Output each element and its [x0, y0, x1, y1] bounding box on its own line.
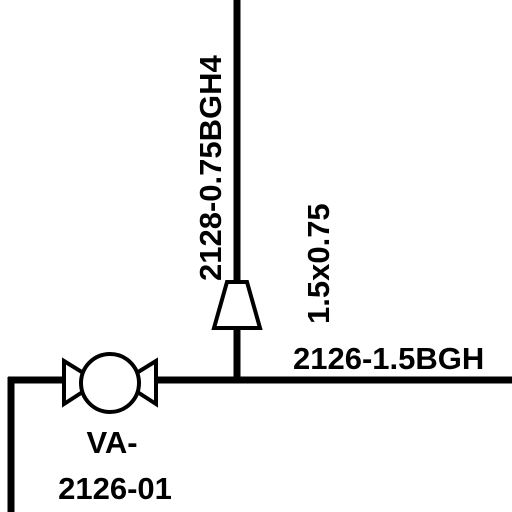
valve-icon — [62, 352, 158, 414]
reducer-size-label: 1.5x0.75 — [301, 203, 336, 324]
reducer-icon — [211, 280, 263, 330]
valve-tag-line2: 2126-01 — [58, 471, 172, 506]
vertical-line-label: 2128-0.75BGH4 — [193, 54, 228, 281]
valve-tag-line1: VA- — [86, 425, 137, 460]
horizontal-line-label: 2126-1.5BGH — [293, 341, 484, 376]
